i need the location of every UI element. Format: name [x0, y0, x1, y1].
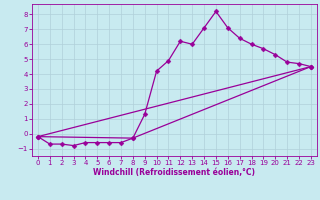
X-axis label: Windchill (Refroidissement éolien,°C): Windchill (Refroidissement éolien,°C): [93, 168, 255, 177]
